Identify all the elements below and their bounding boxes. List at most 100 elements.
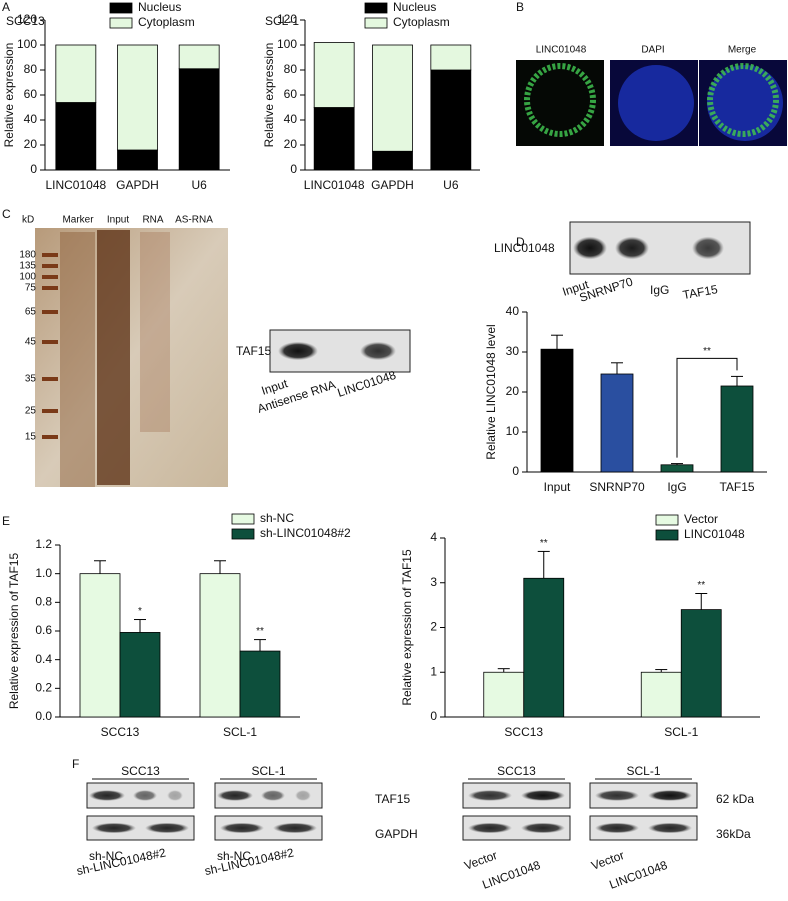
ladder-label: 100 xyxy=(19,272,36,283)
ladder-band xyxy=(42,264,58,268)
legend-swatch xyxy=(231,528,255,540)
legend-swatch xyxy=(109,2,133,14)
blot-band xyxy=(92,822,136,834)
legend-label: Cytoplasm xyxy=(393,15,450,29)
x-tick-label: TAF15 xyxy=(719,480,754,494)
y-axis-label: Relative expression of TAF15 xyxy=(7,553,21,710)
y-tick-label: 60 xyxy=(24,87,38,101)
blot-band xyxy=(468,790,512,801)
lane-label: TAF15 xyxy=(682,282,719,302)
ladder-label: 65 xyxy=(25,307,37,318)
size-label: 36kDa xyxy=(716,827,751,841)
y-tick-label: 0 xyxy=(512,464,519,478)
blot-band xyxy=(521,790,565,801)
blot-group-title: SCC13 xyxy=(121,764,160,778)
blot-band xyxy=(217,790,253,801)
y-tick-label: 0 xyxy=(430,709,437,723)
lane-label: Input xyxy=(107,215,129,226)
row-label: TAF15 xyxy=(375,792,410,806)
y-tick-label: 3 xyxy=(430,575,437,589)
channel-label: DAPI xyxy=(641,45,664,56)
bar xyxy=(313,42,355,108)
blot-band xyxy=(595,822,639,834)
bar xyxy=(430,44,472,71)
panel-letter: F xyxy=(72,757,79,771)
blot-band xyxy=(145,822,189,834)
significance: ** xyxy=(256,626,264,637)
ladder-label: 35 xyxy=(25,374,37,385)
y-tick-label: 4 xyxy=(430,530,437,544)
bar xyxy=(430,69,472,171)
legend-swatch xyxy=(655,514,679,526)
nucleus-stain xyxy=(618,65,694,141)
bar xyxy=(540,348,574,473)
blot-band xyxy=(573,236,607,260)
x-tick-label: SCL-1 xyxy=(664,725,698,739)
blot-band xyxy=(295,790,311,801)
ladder-band xyxy=(42,275,58,279)
blot-band xyxy=(595,790,639,801)
blot-band xyxy=(133,790,157,801)
legend-swatch xyxy=(364,17,388,29)
y-tick-label: 2 xyxy=(430,620,437,634)
unit-label: kD xyxy=(22,215,34,226)
ladder-label: 25 xyxy=(25,406,37,417)
ladder-label: 45 xyxy=(25,337,37,348)
y-tick-label: 0 xyxy=(290,162,297,176)
lane-label: RNA xyxy=(142,215,163,226)
comparison-bracket xyxy=(676,357,738,458)
y-tick-label: 80 xyxy=(284,62,298,76)
bar xyxy=(55,102,97,171)
bar xyxy=(178,68,220,171)
blot-band xyxy=(278,341,318,361)
blot-label: TAF15 xyxy=(236,344,271,358)
bar xyxy=(523,577,565,718)
x-tick-label: SCC13 xyxy=(101,725,140,739)
y-tick-label: 30 xyxy=(506,344,520,358)
ladder-band xyxy=(42,409,58,413)
lane-label: LINC01048 xyxy=(336,368,398,400)
legend-label: LINC01048 xyxy=(684,527,745,541)
blot-group-title: SCL-1 xyxy=(251,764,285,778)
blot-band xyxy=(468,822,512,834)
bar xyxy=(79,573,121,718)
ladder-label: 180 xyxy=(19,250,36,261)
lnc-stain xyxy=(524,63,596,137)
legend-swatch xyxy=(231,513,255,525)
y-tick-label: 1.0 xyxy=(35,566,52,580)
legend-label: Nucleus xyxy=(393,0,436,14)
blot-band xyxy=(220,822,264,834)
legend-label: sh-NC xyxy=(260,511,294,525)
x-tick-label: GAPDH xyxy=(116,178,159,192)
blot-band xyxy=(261,790,285,801)
y-tick-label: 0.6 xyxy=(35,623,52,637)
channel-label: LINC01048 xyxy=(536,45,587,56)
row-label: GAPDH xyxy=(375,827,418,841)
bar xyxy=(178,44,220,70)
bar xyxy=(117,149,158,171)
y-tick-label: 120 xyxy=(17,12,37,26)
blot-group-title: SCC13 xyxy=(497,764,536,778)
lane-label: Vector xyxy=(589,848,626,873)
ladder-band xyxy=(42,377,58,381)
legend-swatch xyxy=(109,17,133,29)
y-tick-label: 20 xyxy=(506,384,520,398)
blot-band xyxy=(648,822,692,834)
y-tick-label: 10 xyxy=(506,424,520,438)
bar xyxy=(372,150,413,171)
ladder-band xyxy=(42,310,58,314)
bar xyxy=(313,107,355,171)
lane-label: Vector xyxy=(462,848,499,873)
blot-group-title: SCL-1 xyxy=(626,764,660,778)
blot-band xyxy=(615,236,649,260)
bar xyxy=(640,671,682,718)
y-tick-label: 0 xyxy=(30,162,37,176)
y-axis-label: Relative expression xyxy=(2,43,16,148)
blot-band xyxy=(89,790,125,801)
ladder-band xyxy=(42,435,58,439)
chart-title: SCC13 xyxy=(6,14,45,28)
gel xyxy=(35,228,228,487)
channel-label: Merge xyxy=(728,45,757,56)
chart-title: SCL-1 xyxy=(265,14,299,28)
